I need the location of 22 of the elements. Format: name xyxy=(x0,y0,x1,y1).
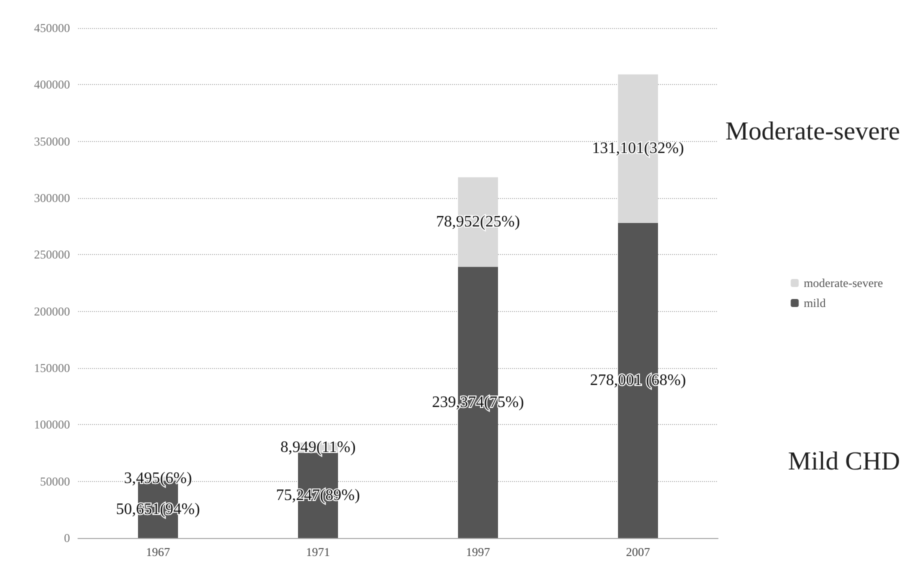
y-tick-label: 300000 xyxy=(34,191,70,205)
text: Mild CHD xyxy=(788,446,900,476)
y-tick-label: 250000 xyxy=(34,248,70,262)
x-tick-label: 1971 xyxy=(306,545,330,559)
legend-label: mild xyxy=(804,296,826,310)
y-tick-label: 0 xyxy=(64,531,70,545)
y-tick-label: 350000 xyxy=(34,134,70,148)
y-tick-label: 400000 xyxy=(34,78,70,92)
legend-label: moderate-severe xyxy=(804,276,884,290)
y-tick-label: 50000 xyxy=(40,474,70,488)
data-label: 8,949(11%) xyxy=(280,439,356,456)
data-label: 3,495(6%) xyxy=(124,470,192,488)
x-tick-label: 2007 xyxy=(626,545,650,559)
x-tick-label: 1997 xyxy=(466,545,490,559)
x-tick-label: 1967 xyxy=(146,545,170,559)
y-tick-label: 200000 xyxy=(34,304,70,318)
data-label: 78,952(25%) xyxy=(436,213,520,230)
text: Moderate-severe xyxy=(725,116,900,146)
data-label: 131,101(32%) xyxy=(592,140,684,158)
y-tick-label: 150000 xyxy=(34,361,70,375)
y-tick-label: 100000 xyxy=(34,418,70,432)
y-tick-label: 450000 xyxy=(34,21,70,35)
